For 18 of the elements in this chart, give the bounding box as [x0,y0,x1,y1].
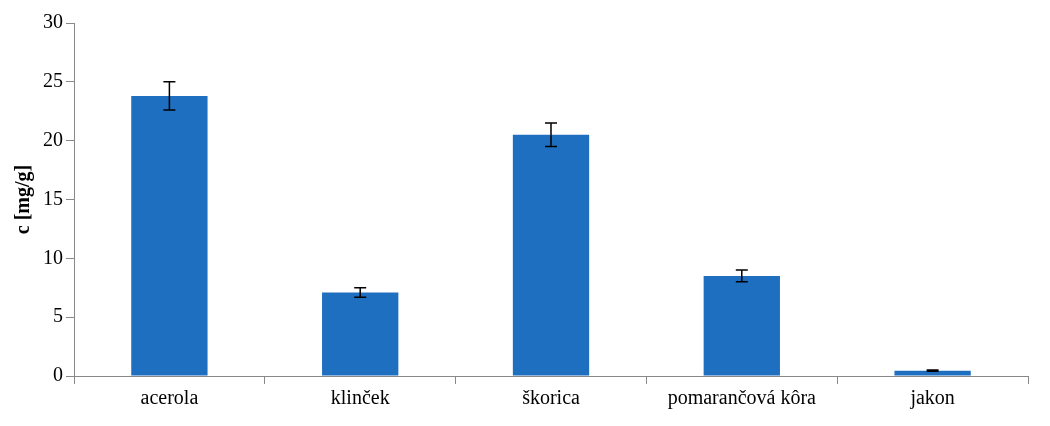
y-axis-title: c [mg/g] [11,164,35,235]
x-tick-label: klinček [330,386,390,409]
y-tick-label: 25 [43,69,63,92]
x-tick-label: pomarančová kôra [667,386,817,410]
y-tick-label: 30 [43,10,63,33]
bar [894,370,971,376]
x-tick-label: jakon [909,386,955,410]
bar [512,134,590,376]
x-tick-label: škorica [522,386,580,409]
y-tick-label: 0 [53,363,63,386]
y-tick-label: 20 [43,127,63,150]
x-tick-label: acerola [140,386,199,409]
bar [322,292,399,376]
y-tick-label: 5 [53,304,63,327]
y-tick-label: 10 [43,245,63,268]
y-tick-label: 15 [43,186,63,209]
bar [131,95,208,376]
bar [703,275,780,376]
